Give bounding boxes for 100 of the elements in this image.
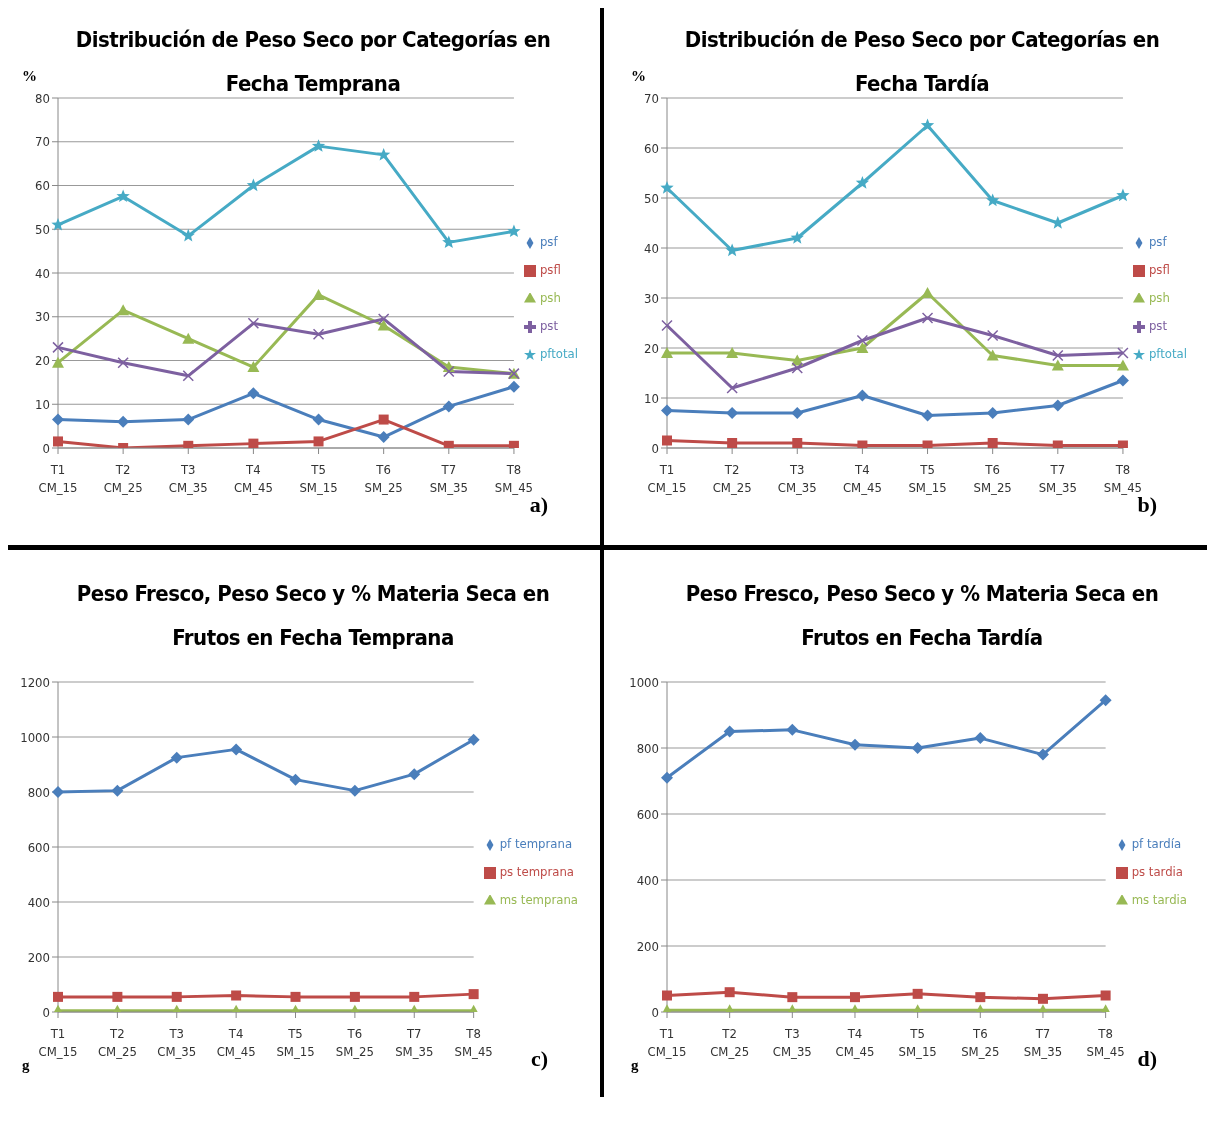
point xyxy=(248,438,259,448)
point xyxy=(856,342,869,353)
point xyxy=(230,743,243,756)
point xyxy=(378,414,389,425)
x-tick-label: T5 SM_15 xyxy=(299,462,338,495)
x-tick-label: T4 CM_45 xyxy=(835,1026,875,1059)
x-tick-label: T8 SM_45 xyxy=(454,1026,493,1059)
x-tick-label: T4 CM_45 xyxy=(233,462,273,495)
point xyxy=(986,329,999,342)
point xyxy=(1117,347,1129,359)
x-tick-label: T4 CM_45 xyxy=(842,462,882,495)
x-tick-label: T7 SM_35 xyxy=(395,1026,434,1059)
point xyxy=(662,990,672,1001)
point xyxy=(247,387,260,400)
point xyxy=(52,356,64,368)
point xyxy=(986,407,999,419)
legend-label: ms tardia xyxy=(1131,892,1187,907)
x-tick-label: T1 CM_15 xyxy=(38,462,78,495)
point xyxy=(1116,188,1130,202)
y-tick-label: 600 xyxy=(636,806,659,822)
point xyxy=(231,990,242,1001)
point xyxy=(1100,990,1111,1001)
y-tick-label: 0 xyxy=(651,1004,659,1020)
text: b) xyxy=(1137,492,1157,518)
y-tick-label: 0 xyxy=(42,1004,50,1020)
point xyxy=(442,400,455,413)
x-tick-label: T3 CM_35 xyxy=(772,1026,812,1059)
y-axis-title: % xyxy=(631,68,646,85)
x-tick-label: T7 SM_35 xyxy=(1038,462,1077,495)
x-tick-label: T2 CM_25 xyxy=(97,1026,137,1059)
x-tick-label: T1 CM_15 xyxy=(647,1026,687,1059)
point xyxy=(52,786,64,798)
y-tick-label: 10 xyxy=(644,390,659,406)
point xyxy=(377,147,391,161)
point xyxy=(724,987,735,998)
point xyxy=(182,332,195,344)
point xyxy=(856,389,869,402)
point xyxy=(661,347,673,358)
y-tick-label: 400 xyxy=(636,872,659,888)
y-tick-label: 200 xyxy=(27,949,50,965)
point xyxy=(1117,440,1128,448)
y-tick-label: 30 xyxy=(35,309,50,325)
x-tick-label: T5 SM_15 xyxy=(898,1026,937,1059)
point xyxy=(1116,374,1129,387)
point xyxy=(443,365,455,378)
point xyxy=(52,341,64,354)
chart-title: Distribución de Peso Seco por Categorías en Fecha Temprana xyxy=(75,27,551,96)
point xyxy=(975,992,986,1003)
y-tick-label: 50 xyxy=(644,190,659,206)
legend-label: psh xyxy=(539,290,561,305)
y-axis-title: g xyxy=(22,1057,30,1074)
point xyxy=(1052,349,1064,362)
legend-label: pf temprana xyxy=(499,836,573,851)
point xyxy=(786,723,799,736)
point xyxy=(408,768,421,781)
point xyxy=(922,440,933,448)
point xyxy=(182,370,195,382)
y-tick-label: 60 xyxy=(644,140,659,156)
point xyxy=(467,733,480,746)
y-axis-title: g xyxy=(631,1057,639,1074)
point xyxy=(311,139,326,152)
legend-label: psfl xyxy=(1148,262,1170,277)
y-tick-label: 40 xyxy=(644,240,659,256)
point xyxy=(507,224,521,238)
legend-label: pst xyxy=(1148,318,1168,333)
point xyxy=(377,313,390,325)
y-tick-label: 800 xyxy=(636,740,659,756)
y-tick-label: 30 xyxy=(644,290,659,306)
y-tick-label: 60 xyxy=(35,178,50,194)
x-tick-label: T2 CM_25 xyxy=(710,1026,750,1059)
x-tick-label: T1 CM_15 xyxy=(38,1026,78,1059)
point xyxy=(312,328,325,340)
point xyxy=(442,235,456,249)
point xyxy=(312,413,325,426)
y-tick-label: 20 xyxy=(35,353,50,369)
x-tick-label: T6 SM_25 xyxy=(364,462,403,495)
point xyxy=(787,992,798,1003)
point xyxy=(921,409,934,422)
y-tick-label: 200 xyxy=(636,938,659,954)
point xyxy=(1099,694,1112,707)
point xyxy=(855,176,870,189)
x-tick-label: T6 SM_25 xyxy=(335,1026,375,1059)
point xyxy=(912,988,923,999)
text: d) xyxy=(1137,1046,1157,1072)
x-tick-label: T8 SM_45 xyxy=(1103,462,1143,495)
point xyxy=(116,189,130,203)
y-tick-label: 1000 xyxy=(629,674,659,690)
point xyxy=(1051,399,1064,412)
point xyxy=(377,319,390,331)
y-tick-label: 1200 xyxy=(20,674,50,690)
point xyxy=(849,992,860,1003)
x-tick-label: T4 CM_45 xyxy=(216,1026,256,1059)
point xyxy=(170,751,183,764)
point xyxy=(660,181,674,194)
point xyxy=(290,991,301,1002)
legend-label: psh xyxy=(1148,290,1170,305)
y-tick-label: 70 xyxy=(35,134,50,150)
point xyxy=(1051,359,1064,371)
y-tick-label: 400 xyxy=(27,894,50,910)
point xyxy=(790,231,804,244)
